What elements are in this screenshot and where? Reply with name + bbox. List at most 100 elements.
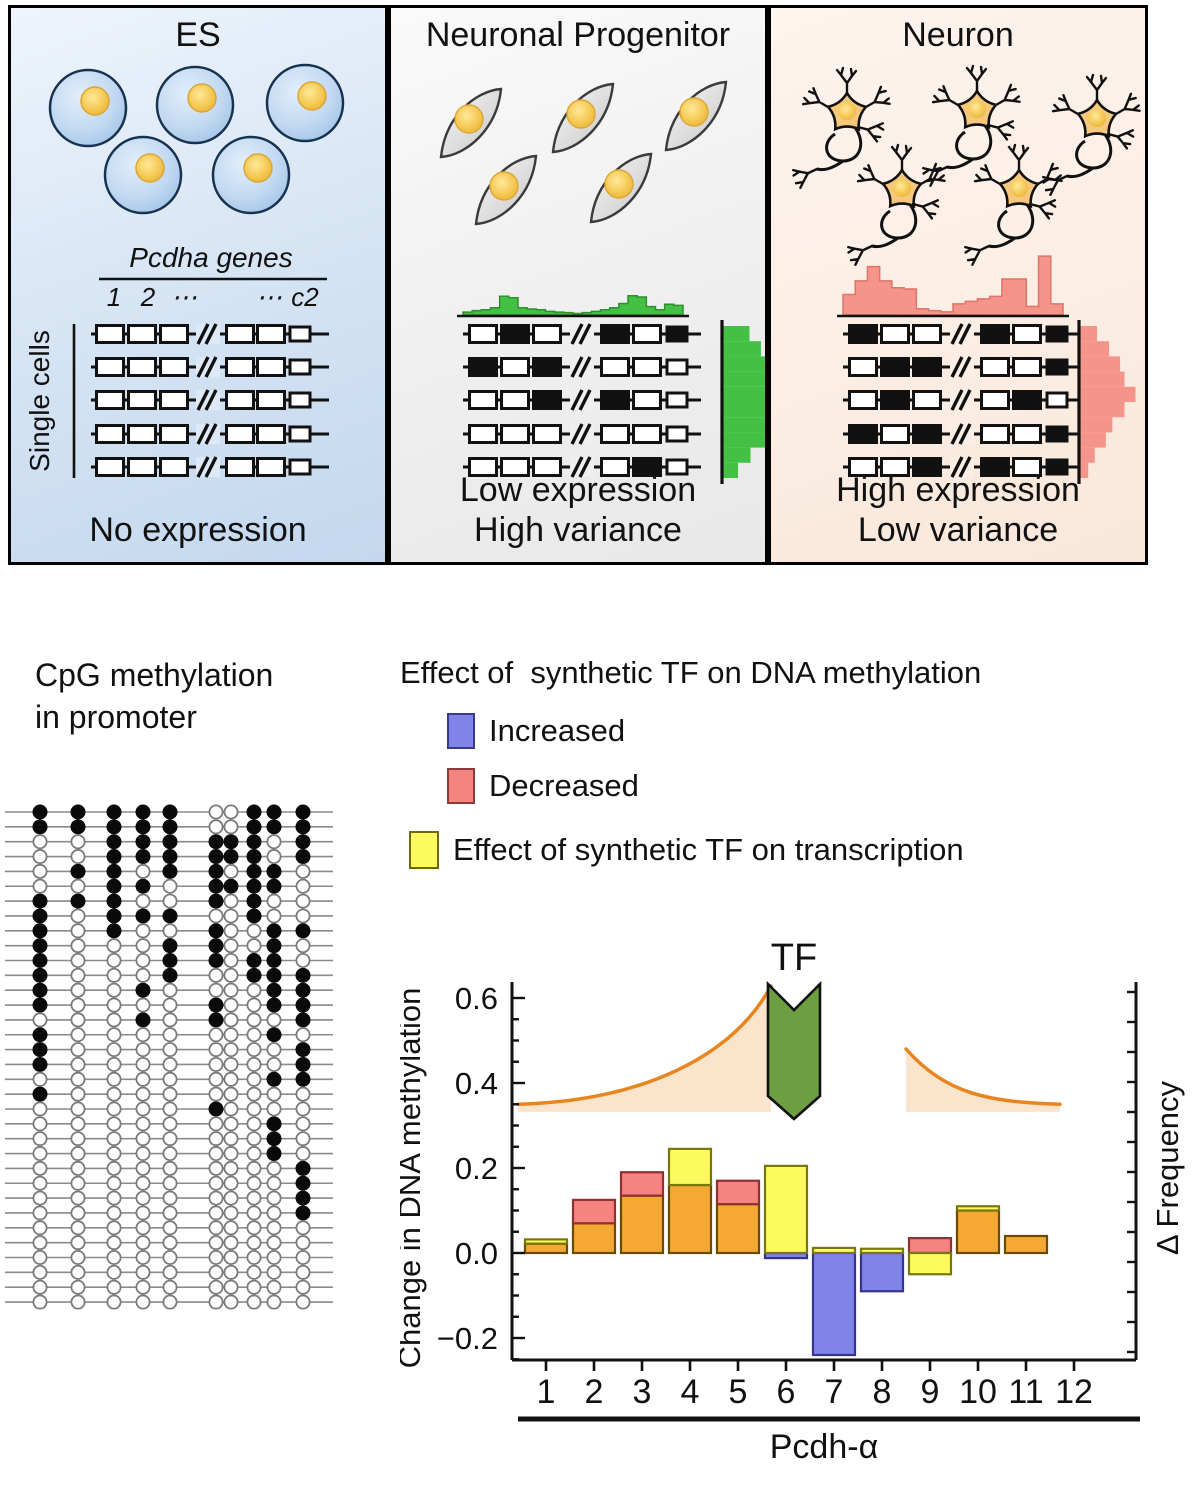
gene-box-silent [95, 357, 125, 377]
unmethylated-cpg-icon [223, 1294, 239, 1310]
increased-swatch [447, 713, 475, 749]
unmethylated-cpg-icon [135, 1175, 151, 1191]
unmethylated-cpg-icon [162, 1279, 178, 1295]
methylated-cpg-icon [266, 804, 282, 820]
neuron-cell-icon [1041, 75, 1143, 196]
unmethylated-cpg-icon [106, 1027, 122, 1043]
unmethylated-cpg-icon [135, 1220, 151, 1236]
methylated-cpg-icon [295, 1056, 311, 1072]
methylated-cpg-icon [295, 819, 311, 835]
unmethylated-cpg-icon [223, 997, 239, 1013]
unmethylated-cpg-icon [223, 893, 239, 909]
methylated-cpg-icon [295, 1190, 311, 1206]
bar-overlap [523, 1242, 569, 1255]
break-slash-icon [570, 323, 584, 345]
unmethylated-cpg-icon [32, 1190, 48, 1206]
gene-box-expressed [500, 324, 530, 344]
unmethylated-cpg-icon [295, 952, 311, 968]
x-tick-label: 4 [681, 1373, 700, 1411]
gene-box-silent [256, 390, 286, 410]
methylated-cpg-icon [266, 819, 282, 835]
panel-np-title: Neuronal Progenitor [425, 16, 731, 54]
unmethylated-cpg-icon [135, 938, 151, 954]
gene-box-silent [288, 458, 312, 476]
methylated-cpg-icon [135, 849, 151, 865]
methylated-cpg-icon [223, 878, 239, 894]
gene-box-silent [159, 324, 189, 344]
gene-box-silent [159, 357, 189, 377]
methylated-cpg-icon [208, 938, 224, 954]
bar-transcription [763, 1164, 809, 1255]
methylated-cpg-icon [208, 849, 224, 865]
methylated-cpg-icon [106, 849, 122, 865]
unmethylated-cpg-icon [266, 893, 282, 909]
unmethylated-cpg-icon [246, 1249, 262, 1265]
unmethylated-cpg-icon [32, 834, 48, 850]
unmethylated-cpg-icon [135, 893, 151, 909]
gene-box-silent [468, 390, 498, 410]
gene-column-label: c2 [291, 282, 319, 312]
unmethylated-cpg-icon [135, 1279, 151, 1295]
unmethylated-cpg-icon [162, 1042, 178, 1058]
unmethylated-cpg-icon [295, 878, 311, 894]
unmethylated-cpg-icon [246, 1264, 262, 1280]
x-tick-label: 5 [729, 1373, 748, 1411]
unmethylated-cpg-icon [223, 1279, 239, 1295]
methylated-cpg-icon [70, 819, 86, 835]
unmethylated-cpg-icon [223, 1146, 239, 1162]
unmethylated-cpg-icon [295, 1086, 311, 1102]
unmethylated-cpg-icon [162, 1116, 178, 1132]
unmethylated-cpg-icon [70, 1160, 86, 1176]
unmethylated-cpg-icon [246, 1160, 262, 1176]
y-axis-label: Change in DNA methylation [400, 988, 427, 1369]
gene-box-silent [880, 424, 910, 444]
unmethylated-cpg-icon [208, 1294, 224, 1310]
unmethylated-cpg-icon [223, 1116, 239, 1132]
break-slash-icon [196, 389, 210, 411]
methylated-cpg-icon [32, 804, 48, 820]
methylated-cpg-icon [266, 923, 282, 939]
unmethylated-cpg-icon [246, 1175, 262, 1191]
methylated-cpg-icon [223, 834, 239, 850]
gene-box-silent [848, 390, 878, 410]
unmethylated-cpg-icon [135, 1264, 151, 1280]
unmethylated-cpg-icon [246, 1235, 262, 1251]
unmethylated-cpg-icon [223, 804, 239, 820]
unmethylated-cpg-icon [135, 1071, 151, 1087]
unmethylated-cpg-icon [246, 997, 262, 1013]
gene-box-silent [880, 457, 910, 477]
gene-box-silent [880, 324, 910, 344]
x-tick-label: 12 [1055, 1373, 1093, 1411]
unmethylated-cpg-icon [223, 1175, 239, 1191]
break-slash-icon [204, 323, 218, 345]
unmethylated-cpg-icon [32, 1071, 48, 1087]
unmethylated-cpg-icon [70, 1131, 86, 1147]
methylated-cpg-icon [246, 893, 262, 909]
gene-box-silent [532, 457, 562, 477]
unmethylated-cpg-icon [223, 1264, 239, 1280]
unmethylated-cpg-icon [266, 1101, 282, 1117]
unmethylated-cpg-icon [266, 1264, 282, 1280]
break-slash-icon [196, 323, 210, 345]
unmethylated-cpg-icon [70, 1101, 86, 1117]
unmethylated-cpg-icon [32, 1220, 48, 1236]
expression-distribution-bar [723, 371, 765, 387]
methylated-cpg-icon [266, 878, 282, 894]
methylated-cpg-icon [208, 952, 224, 968]
unmethylated-cpg-icon [162, 1264, 178, 1280]
expression-distribution-bar [1080, 462, 1089, 478]
unmethylated-cpg-icon [223, 1131, 239, 1147]
methylated-cpg-icon [135, 834, 151, 850]
methylated-cpg-icon [135, 1012, 151, 1028]
gene-box-silent [1012, 357, 1042, 377]
gene-box-expressed [848, 324, 878, 344]
panel-neuron-graphic [771, 8, 1145, 484]
methylated-cpg-icon [295, 997, 311, 1013]
unmethylated-cpg-icon [106, 997, 122, 1013]
methylated-cpg-icon [106, 908, 122, 924]
gene-box-silent [632, 324, 662, 344]
gene-box-silent [848, 457, 878, 477]
gene-box-silent [127, 424, 157, 444]
gene-box-expressed [1045, 458, 1069, 476]
unmethylated-cpg-icon [32, 1279, 48, 1295]
